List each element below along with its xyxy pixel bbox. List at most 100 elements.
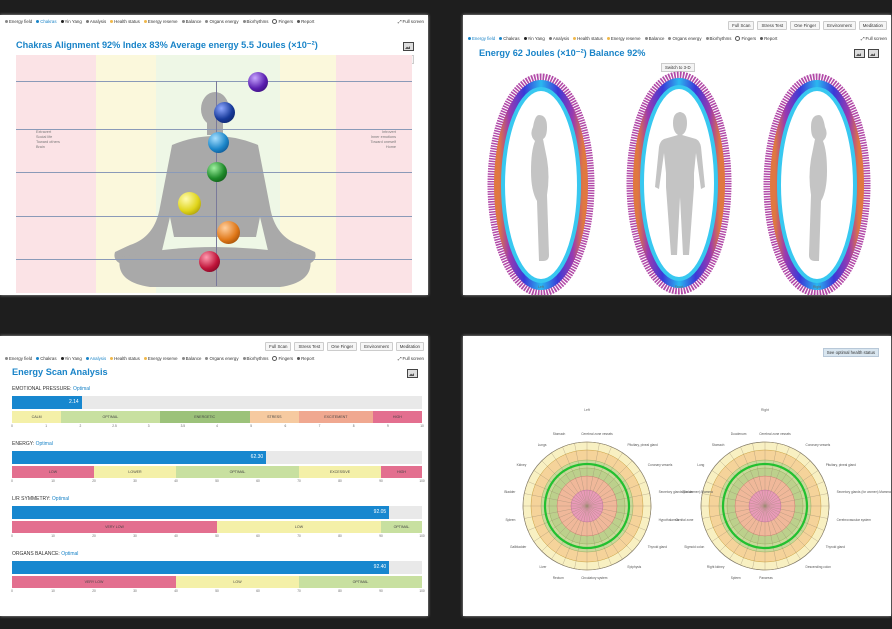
tab-health-status[interactable]: Health status (109, 19, 141, 24)
range-scale: VERY LOW LOW OPTIMAL (12, 521, 422, 533)
view-label-front: Front (675, 285, 683, 289)
scale-ticks: 0 1 2 2.5 3 3.5 4 5 6 7 8 9 10 (11, 424, 424, 429)
tab-yin-yang[interactable]: Yin Yang (523, 36, 546, 41)
tab-balance[interactable]: Balance (181, 19, 203, 24)
tab-organs-energy[interactable]: Organs energy (204, 19, 239, 24)
organ-label: Spleen (730, 575, 741, 580)
value-label: 92.40 (373, 564, 387, 570)
stress-test-button[interactable]: Stress Test (757, 21, 788, 30)
tick-label: 0 (11, 589, 13, 593)
tick-label: 9 (386, 424, 389, 428)
image-export-icon[interactable] (854, 49, 865, 58)
tab-report[interactable]: Report (296, 356, 315, 361)
one-finger-button[interactable]: One Finger (790, 21, 821, 30)
organ-label: Secretory glands (for women) Mamma (836, 489, 891, 494)
organ-label: Circulatory system (581, 575, 608, 580)
image-export-icon[interactable] (403, 42, 414, 51)
energy-field-icon (468, 36, 471, 40)
introvert-zone (336, 55, 412, 293)
fullscreen-icon: ⤢ (398, 355, 402, 361)
radar-spoke (586, 460, 633, 507)
full-scan-button[interactable]: Full Scan (728, 21, 755, 30)
fullscreen-button[interactable]: ⤢ Full screen (398, 18, 424, 24)
radar-spoke (586, 505, 641, 542)
tab-analysis[interactable]: Analysis (85, 356, 107, 361)
range-segment: VERY LOW (12, 576, 176, 588)
range-segment: VERY LOW (12, 521, 217, 533)
tab-fingers[interactable]: Fingers (271, 355, 294, 361)
tab-health-status[interactable]: Health status (109, 356, 141, 361)
tab-chakras[interactable]: Chakras (35, 19, 57, 24)
throat-chakra[interactable] (208, 132, 229, 153)
value-bar: 62.30 (12, 451, 267, 464)
stress-test-button[interactable]: Stress Test (294, 342, 325, 351)
meditation-button[interactable]: Meditation (858, 21, 887, 30)
tab-fingers[interactable]: Fingers (271, 18, 294, 24)
tick-label: 60 (256, 534, 260, 538)
one-finger-button[interactable]: One Finger (327, 342, 358, 351)
tick-label: 10 (51, 589, 55, 593)
tick-label: 60 (256, 589, 260, 593)
third-eye-chakra[interactable] (214, 102, 235, 123)
tab-energy-reserve[interactable]: Energy reserve (143, 356, 179, 361)
value-label: 92.05 (373, 509, 387, 515)
range-segment: LOWER (94, 466, 176, 478)
tick-label: 20 (92, 534, 96, 538)
left-labels: Extravert Social life Toward others Brai… (36, 130, 60, 149)
tab-report[interactable]: Report (759, 36, 778, 41)
health-level-line (543, 462, 631, 550)
heart-chakra[interactable] (207, 162, 227, 182)
tab-yin-yang[interactable]: Yin Yang (60, 19, 83, 24)
tab-energy-field[interactable]: Energy field (4, 19, 33, 24)
section-status: Optimal (51, 496, 70, 502)
tab-organs-energy[interactable]: Organs energy (204, 356, 239, 361)
tab-analysis[interactable]: Analysis (548, 36, 570, 41)
organ-label: Hypothalamus (658, 518, 679, 523)
organ-label: Thyroid gland (647, 544, 668, 549)
fullscreen-button[interactable]: ⤢ Full screen (398, 355, 424, 361)
tab-biorhythms[interactable]: Biorhythms (242, 19, 270, 24)
tab-energy-reserve[interactable]: Energy reserve (143, 19, 179, 24)
page-title: Chakras Alignment 92% Index 83% Average … (16, 40, 318, 50)
environment-button[interactable]: Environment (360, 342, 393, 351)
tab-energy-field[interactable]: Energy field (4, 356, 33, 361)
analysis-panel: Full Scan Stress Test One Finger Environ… (0, 336, 428, 616)
tab-yin-yang[interactable]: Yin Yang (60, 356, 83, 361)
tab-chakras[interactable]: Chakras (35, 356, 57, 361)
tab-biorhythms[interactable]: Biorhythms (242, 356, 270, 361)
scan-toolbar: Full Scan Stress Test One Finger Environ… (265, 342, 424, 351)
tab-report[interactable]: Report (296, 19, 315, 24)
tick-label: 70 (297, 534, 301, 538)
image-export-alt-icon[interactable] (868, 49, 879, 58)
tab-energy-field[interactable]: Energy field (467, 36, 496, 41)
environment-button[interactable]: Environment (823, 21, 856, 30)
tab-analysis[interactable]: Analysis (85, 19, 107, 24)
chakras-panel: Energy field Chakras Yin Yang Analysis H… (0, 15, 428, 295)
organ-label: Lung (697, 463, 705, 468)
tab-health-status[interactable]: Health status (572, 36, 604, 41)
value-bar: 2.14 (12, 396, 82, 409)
tab-biorhythms[interactable]: Biorhythms (705, 36, 733, 41)
full-scan-button[interactable]: Full Scan (265, 342, 292, 351)
image-export-icon[interactable] (407, 369, 418, 378)
radar-spoke (764, 446, 790, 507)
radar-spoke (586, 446, 612, 507)
organ-label: Gallbladder (510, 544, 527, 549)
root-chakra[interactable] (199, 251, 220, 272)
fullscreen-button[interactable]: ⤢ Full screen (861, 35, 887, 41)
range-segment: LOW (176, 576, 299, 588)
tick-label: 7 (318, 424, 321, 428)
meditation-button[interactable]: Meditation (395, 342, 424, 351)
sacral-chakra[interactable] (217, 221, 240, 244)
tab-energy-reserve[interactable]: Energy reserve (606, 36, 642, 41)
tab-fingers[interactable]: Fingers (734, 35, 757, 41)
tab-organs-energy[interactable]: Organs energy (667, 36, 702, 41)
solar-plexus-chakra[interactable] (178, 192, 201, 215)
tab-balance[interactable]: Balance (181, 356, 203, 361)
crown-chakra[interactable] (248, 72, 268, 92)
switch-3d-button[interactable]: Switch to 3-D (661, 63, 695, 72)
optimal-health-button[interactable]: See optimal health status (822, 348, 879, 357)
tab-balance[interactable]: Balance (644, 36, 666, 41)
tab-chakras[interactable]: Chakras (498, 36, 520, 41)
biorhythm-icon (242, 356, 246, 360)
